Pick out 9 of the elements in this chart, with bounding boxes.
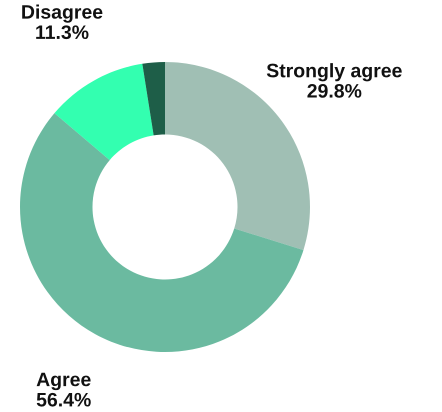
slice-label: Disagree [22,4,102,23]
donut-slice [54,64,154,160]
data-label: 11.3% [36,25,88,40]
slice-label: Agree [36,372,91,390]
slice-label: Strongly agree [266,63,402,82]
donut-slice [142,62,165,136]
data-label: 56.4% [36,392,91,407]
donut-slice [20,113,304,352]
data-label: 29.8% [307,84,362,98]
